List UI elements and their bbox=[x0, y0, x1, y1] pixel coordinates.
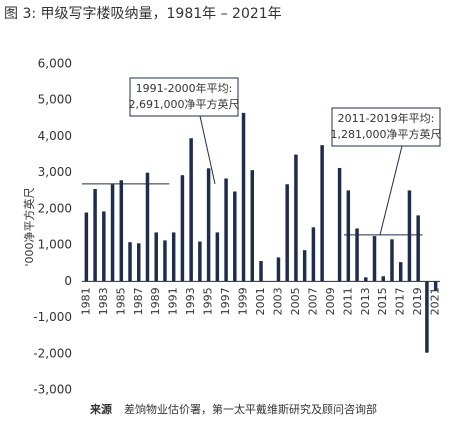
bar bbox=[276, 257, 281, 282]
x-tick-label: 1983 bbox=[97, 287, 110, 315]
bar bbox=[337, 167, 342, 282]
y-tick-label: -3,000 bbox=[33, 383, 72, 397]
bar bbox=[206, 168, 211, 282]
bar bbox=[355, 228, 359, 282]
bar bbox=[241, 112, 246, 282]
y-tick-label: 1,000 bbox=[38, 238, 72, 252]
bar bbox=[154, 232, 158, 282]
bar bbox=[320, 145, 324, 282]
bar bbox=[302, 250, 307, 282]
x-tick-label: 1989 bbox=[149, 287, 162, 315]
x-tick-label: 1991 bbox=[167, 287, 180, 315]
bar bbox=[364, 277, 368, 282]
bar bbox=[311, 227, 316, 282]
x-tick-label: 2019 bbox=[411, 287, 424, 315]
annotation-connector bbox=[199, 115, 216, 184]
x-tick-label: 1985 bbox=[114, 287, 127, 315]
bar bbox=[372, 236, 377, 282]
annotation-text: 1,281,000净平方英尺 bbox=[331, 127, 442, 141]
bar bbox=[180, 175, 185, 282]
y-tick-label: 5,000 bbox=[38, 93, 72, 107]
y-tick-label: -1,000 bbox=[33, 310, 72, 324]
x-tick-label: 1999 bbox=[237, 287, 250, 315]
x-tick-label: 2011 bbox=[341, 287, 354, 315]
annotation-box bbox=[129, 77, 239, 117]
bar bbox=[189, 138, 193, 282]
bar bbox=[198, 241, 202, 282]
x-tick-label: 2005 bbox=[289, 287, 302, 315]
y-tick-label: 4,000 bbox=[38, 129, 72, 143]
annotation-title: 1991-2000年平均: bbox=[136, 81, 233, 95]
annotation-title: 2011-2019年平均: bbox=[338, 111, 435, 125]
x-tick-label: 1981 bbox=[79, 287, 92, 315]
bar bbox=[294, 154, 298, 282]
bar bbox=[119, 180, 124, 282]
x-tick-label: 2003 bbox=[271, 287, 284, 315]
y-tick-label: 2,000 bbox=[38, 201, 72, 215]
bar bbox=[224, 178, 228, 282]
x-tick-label: 2009 bbox=[324, 287, 337, 315]
bar bbox=[145, 172, 150, 282]
bar bbox=[110, 184, 115, 282]
bar bbox=[433, 281, 438, 291]
annotation-connector bbox=[379, 145, 403, 236]
bar bbox=[102, 211, 106, 282]
source-label: 来源 bbox=[89, 402, 112, 416]
bar bbox=[128, 242, 132, 282]
bar bbox=[84, 212, 89, 282]
bar bbox=[250, 170, 255, 282]
bar bbox=[425, 281, 429, 353]
bar bbox=[381, 276, 385, 282]
bar bbox=[390, 239, 394, 282]
y-tick-label: -2,000 bbox=[33, 346, 72, 360]
bar bbox=[163, 240, 167, 282]
bar bbox=[215, 232, 220, 282]
bar bbox=[416, 215, 420, 282]
y-tick-label: 0 bbox=[64, 274, 72, 288]
bar bbox=[398, 262, 403, 282]
bar bbox=[137, 243, 141, 282]
annotation-text: 2,691,000净平方英尺 bbox=[129, 97, 240, 111]
x-tick-label: 1995 bbox=[202, 287, 215, 315]
bar bbox=[346, 190, 351, 282]
x-tick-label: 2017 bbox=[394, 287, 407, 315]
bar bbox=[407, 190, 412, 282]
y-axis-label: '000净平方英尺 bbox=[22, 187, 36, 266]
x-tick-label: 2015 bbox=[376, 287, 389, 315]
annotation-box bbox=[331, 107, 441, 147]
x-tick-label: 1987 bbox=[132, 287, 145, 315]
bar bbox=[171, 232, 176, 282]
x-tick-label: 2007 bbox=[306, 287, 319, 315]
bar bbox=[233, 191, 237, 282]
bar bbox=[285, 184, 289, 282]
x-tick-label: 2001 bbox=[254, 287, 267, 315]
bar bbox=[259, 261, 263, 282]
source: 差饷物业估价署，第一太平戴维斯研究及顾问咨询部 bbox=[124, 402, 377, 416]
y-tick-label: 3,000 bbox=[38, 165, 72, 179]
x-tick-label: 2013 bbox=[359, 287, 372, 315]
x-tick-label: 2021 bbox=[429, 287, 442, 315]
x-tick-label: 1993 bbox=[184, 287, 197, 315]
y-tick-label: 6,000 bbox=[38, 57, 72, 71]
x-tick-label: 1997 bbox=[219, 287, 232, 315]
chart-title: 图 3: 甲级写字楼吸纳量，1981年 – 2021年 bbox=[4, 6, 282, 22]
bar bbox=[93, 188, 97, 282]
